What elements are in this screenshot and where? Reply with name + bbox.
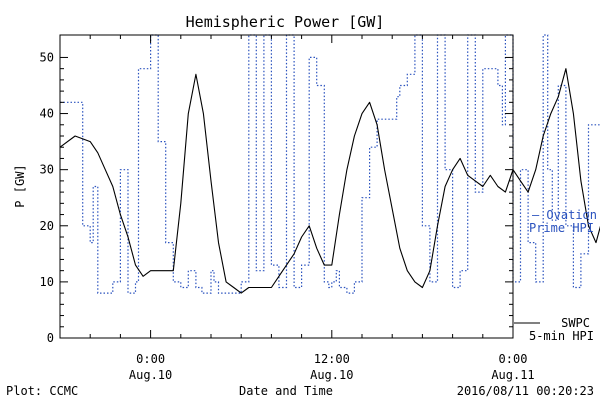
x-tick-label-time: 0:00 <box>499 352 528 366</box>
plot-frame <box>59 34 514 339</box>
ovation-series <box>60 34 600 294</box>
y-tick-label: 40 <box>40 107 54 121</box>
y-tick-label: 50 <box>40 50 54 64</box>
x-tick-label-date: Aug.10 <box>129 368 172 382</box>
x-axis-label: Date and Time <box>239 384 333 398</box>
chart-title: Hemispheric Power [GW] <box>186 13 385 31</box>
swpc-series <box>59 68 600 294</box>
swpc-line <box>59 68 600 294</box>
footer-right: 2016/08/11 00:20:23 <box>457 384 594 398</box>
footer-left: Plot: CCMC <box>6 384 78 398</box>
y-tick-label: 0 <box>47 331 54 345</box>
legend-swpc-line1: SWPC <box>561 316 590 330</box>
y-tick-label: 30 <box>40 163 54 177</box>
ovation-line <box>60 34 600 294</box>
x-tick-label-time: 0:00 <box>136 352 165 366</box>
legend-swpc-line2: 5-min HPI <box>529 329 594 343</box>
y-tick-label: 10 <box>40 275 54 289</box>
axis-ticks <box>60 35 513 339</box>
x-tick-label-time: 12:00 <box>314 352 350 366</box>
legend-ovation-line1: — Ovation <box>532 208 597 222</box>
y-axis-label: P [GW] <box>13 164 27 207</box>
x-tick-label-date: Aug.11 <box>491 368 534 382</box>
y-tick-label: 20 <box>40 219 54 233</box>
legend-ovation-line2: Prime HPI <box>529 221 594 235</box>
x-tick-label-date: Aug.10 <box>310 368 353 382</box>
